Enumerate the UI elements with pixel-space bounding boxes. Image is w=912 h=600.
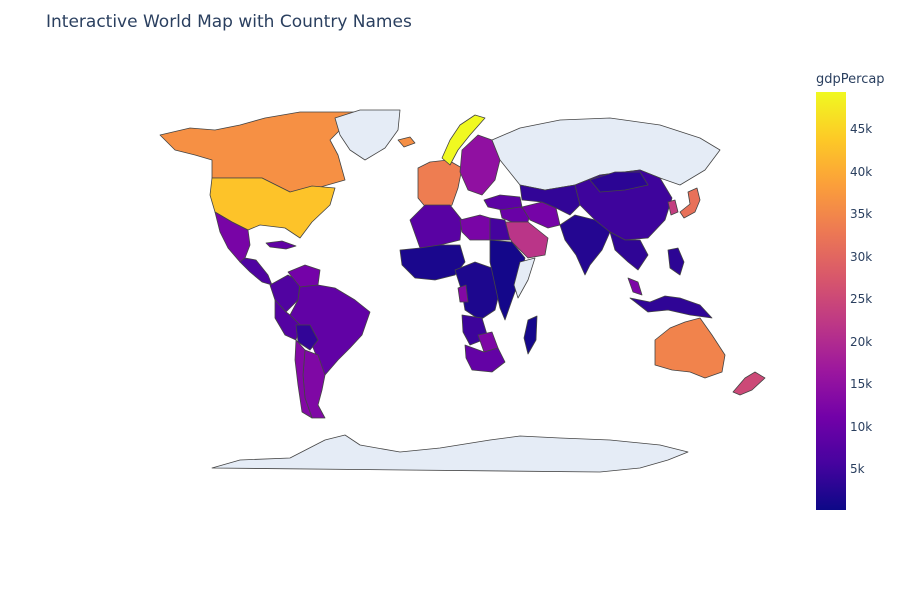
region-japan[interactable] [679, 187, 701, 219]
region-norway[interactable] [441, 114, 486, 166]
region-south-korea[interactable] [667, 199, 679, 216]
region-cuba[interactable] [265, 240, 297, 250]
region-indonesia[interactable] [629, 295, 713, 319]
region-mongolia[interactable] [589, 171, 649, 193]
colorbar-tick-label: 10k [850, 419, 873, 434]
region-gabon[interactable] [457, 284, 469, 303]
region-australia[interactable] [654, 317, 726, 379]
colorbar-tick-label: 40k [850, 164, 873, 179]
region-chile[interactable] [294, 339, 313, 419]
region-new-zealand[interactable] [732, 371, 766, 396]
region-philippines[interactable] [667, 247, 685, 276]
colorbar-title: gdpPercap [816, 72, 885, 87]
map-regions [159, 109, 766, 473]
region-bolivia[interactable] [295, 324, 319, 351]
region-libya[interactable] [459, 214, 491, 241]
colorbar-tick-label: 30k [850, 249, 873, 264]
colorbar-tick-label: 35k [850, 207, 873, 222]
region-somalia[interactable] [513, 257, 536, 299]
colorbar-tick-label: 25k [850, 292, 873, 307]
region-north-africa[interactable] [409, 204, 463, 249]
region-central-asia[interactable] [519, 184, 581, 216]
region-west-africa[interactable] [399, 244, 466, 281]
region-venezuela[interactable] [287, 264, 321, 288]
region-eastern-europe[interactable] [459, 134, 501, 196]
colorbar-tick-label: 15k [850, 377, 873, 392]
chart-title: Interactive World Map with Country Names [46, 12, 412, 32]
region-greenland[interactable] [334, 109, 401, 161]
world-map[interactable] [0, 0, 810, 600]
region-western-europe[interactable] [417, 159, 463, 213]
region-madagascar[interactable] [523, 315, 538, 355]
region-east-africa[interactable] [489, 239, 526, 321]
region-egypt[interactable] [489, 217, 511, 241]
region-central-america[interactable] [239, 257, 273, 286]
colorbar [816, 92, 846, 510]
region-india[interactable] [559, 214, 611, 276]
region-antarctica[interactable] [211, 434, 689, 473]
colorbar-tick-label: 45k [850, 122, 873, 137]
region-southeast-asia[interactable] [609, 231, 649, 271]
region-malaysia[interactable] [627, 277, 643, 296]
colorbar-tick-label: 5k [850, 462, 865, 477]
colorbar-tick-label: 20k [850, 334, 873, 349]
region-canada[interactable] [159, 111, 356, 193]
region-iceland[interactable] [397, 136, 416, 148]
region-south-africa[interactable] [464, 344, 506, 373]
